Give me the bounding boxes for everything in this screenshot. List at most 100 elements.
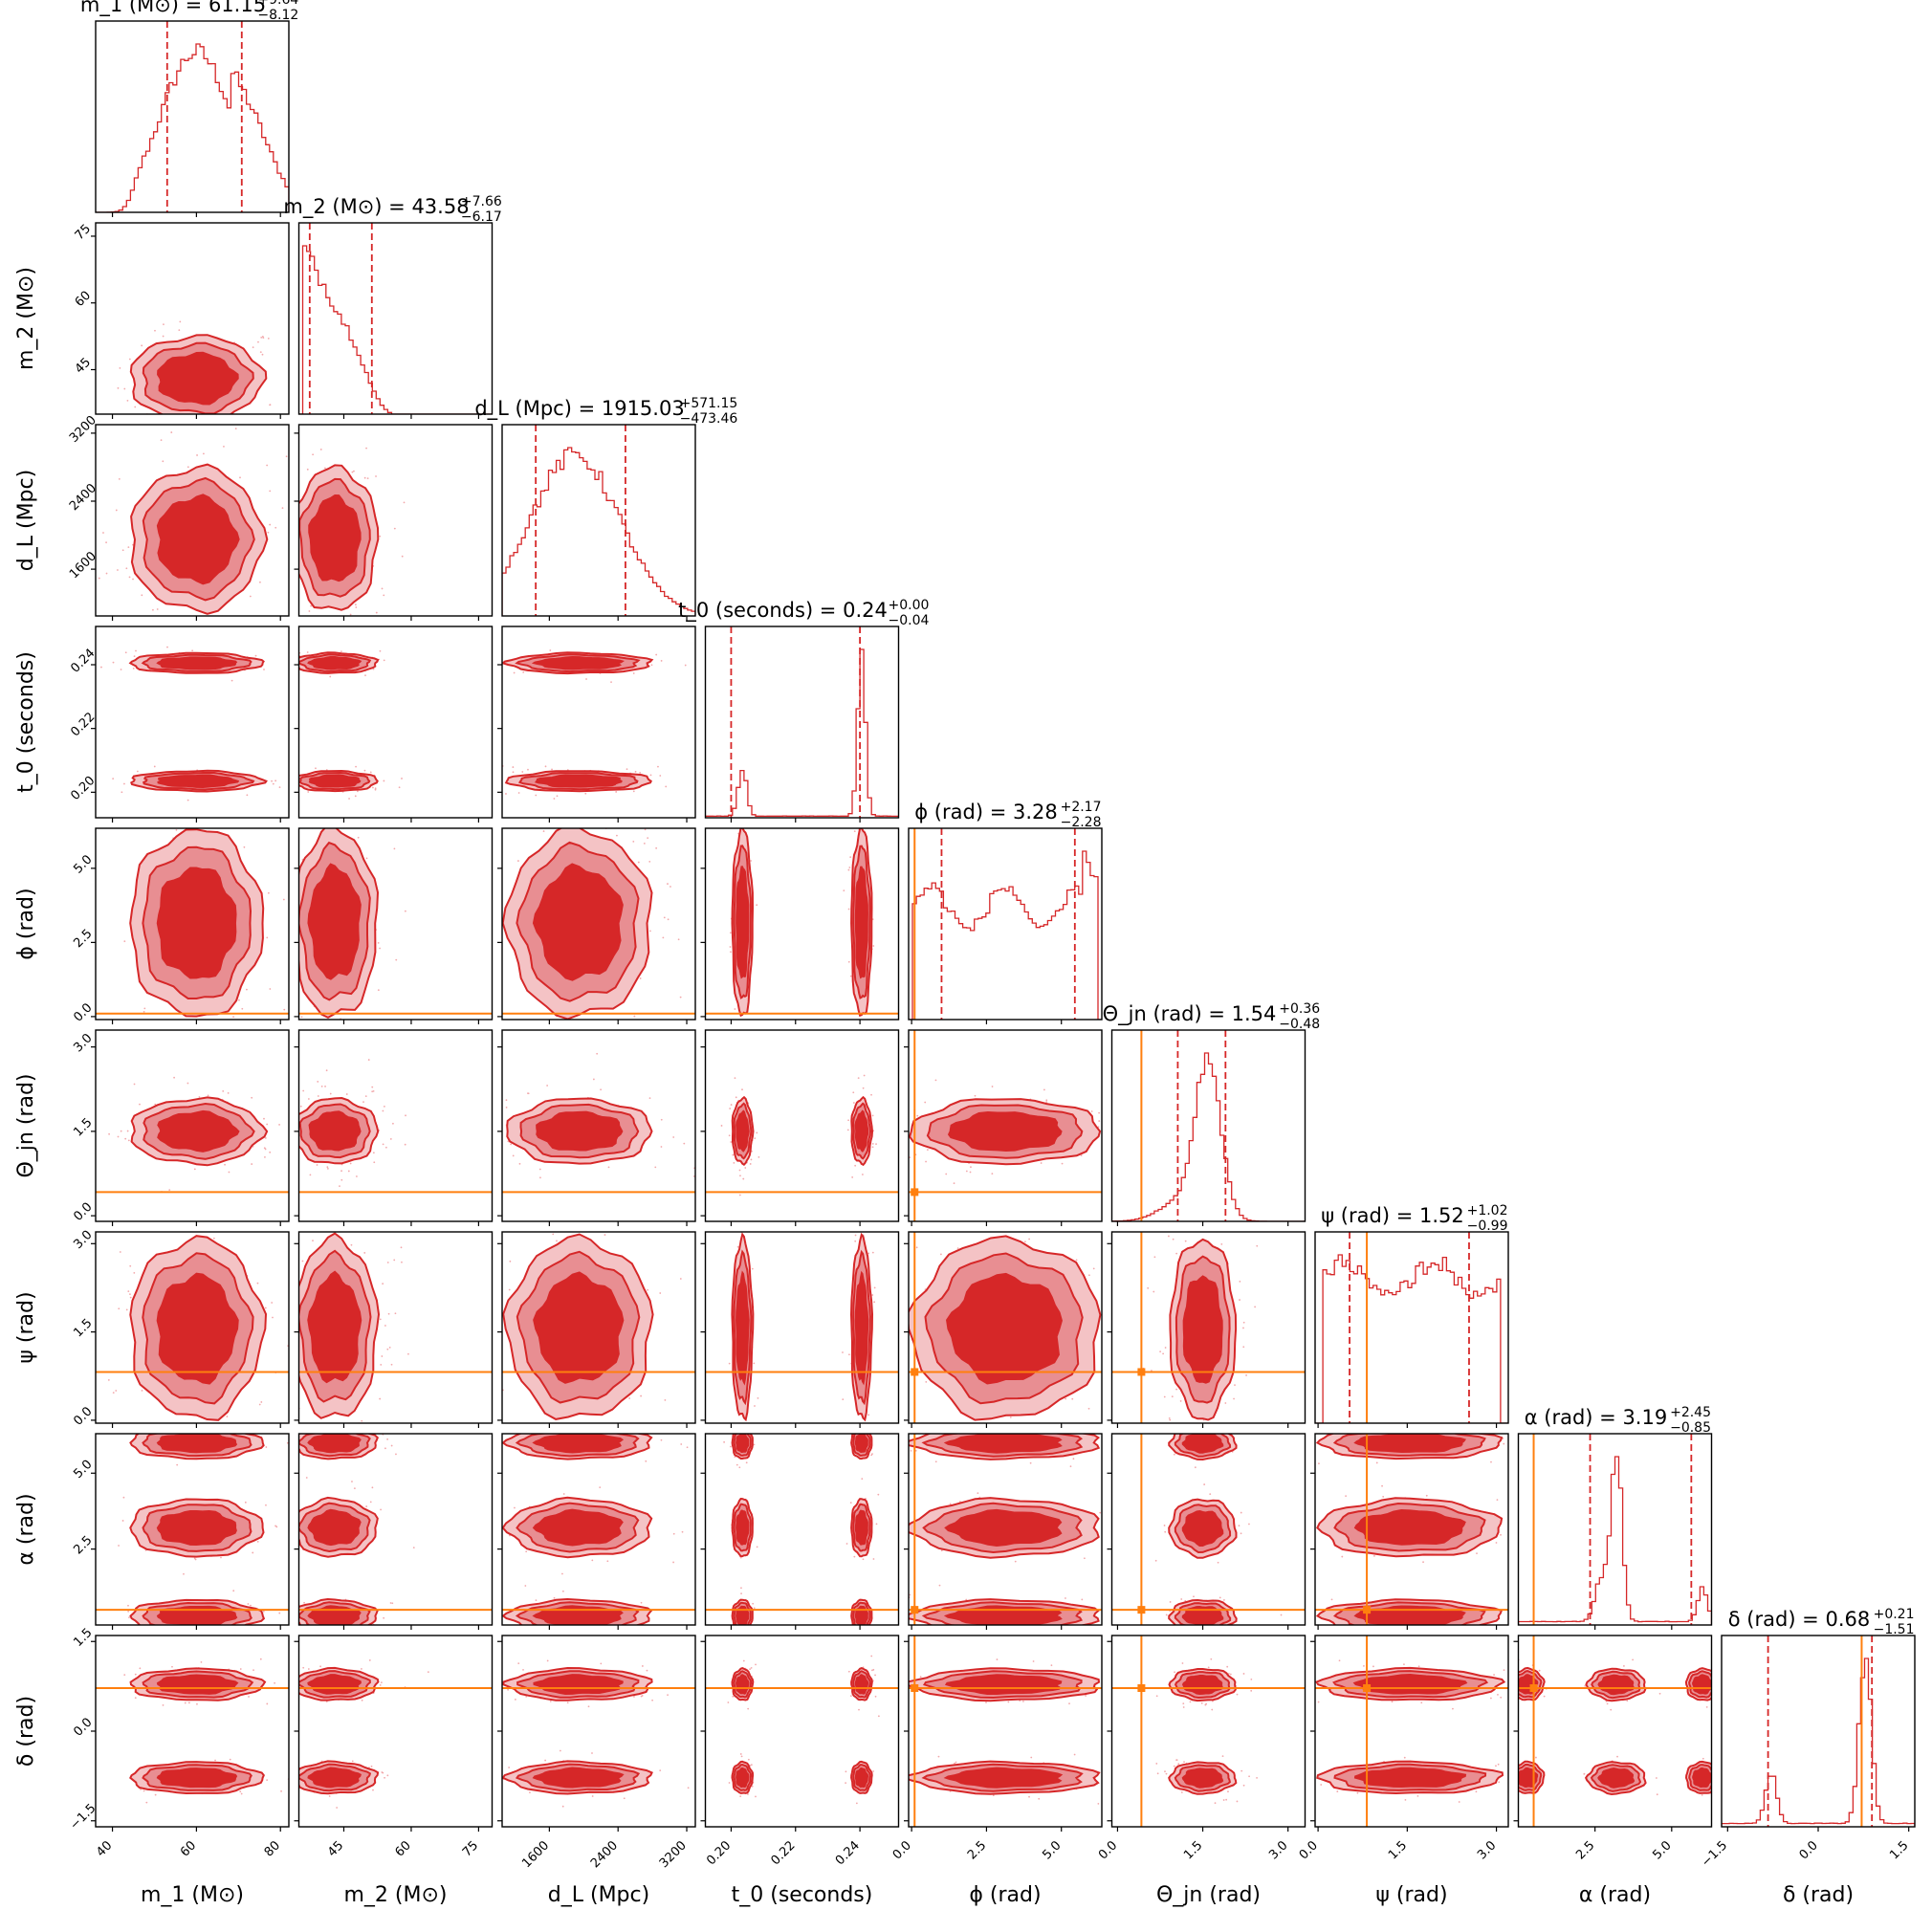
sample-point <box>191 649 194 652</box>
sample-point <box>286 1791 288 1793</box>
sample-point <box>1211 1628 1213 1630</box>
sample-point <box>223 446 225 448</box>
joint-panel-m2-delta: 45 60 75 <box>286 1635 494 1860</box>
sample-point <box>505 793 507 795</box>
sample-point <box>1451 1628 1453 1630</box>
sample-point <box>379 947 381 950</box>
sample-point <box>128 1616 130 1618</box>
x-tick-label: 0.0 <box>890 1838 914 1862</box>
sample-point <box>556 823 558 825</box>
sample-point <box>266 1123 269 1126</box>
sample-point <box>243 845 246 848</box>
sample-point <box>633 1015 636 1018</box>
sample-point <box>196 1702 198 1705</box>
sample-point <box>365 1505 368 1507</box>
sample-point <box>615 791 618 793</box>
sample-point <box>556 1240 558 1242</box>
sample-point <box>1220 1242 1223 1245</box>
sample-point <box>1020 1216 1021 1218</box>
sample-point <box>372 1089 375 1092</box>
sample-point <box>956 1247 959 1249</box>
sample-point <box>231 679 233 682</box>
sample-point <box>267 891 270 894</box>
sample-point <box>482 1134 484 1136</box>
sample-point <box>362 1101 364 1103</box>
sample-point <box>667 918 670 921</box>
sample-point <box>739 1175 741 1177</box>
sample-point <box>172 821 174 823</box>
sample-point <box>349 1162 352 1165</box>
sample-point <box>1180 1598 1183 1600</box>
sample-point <box>267 531 270 534</box>
joint-panel-theta_jn-psi <box>1107 1231 1306 1428</box>
sample-point <box>340 618 342 620</box>
sample-point <box>875 1523 878 1526</box>
sample-point <box>1422 1561 1424 1564</box>
sample-point <box>499 1132 501 1134</box>
sample-point <box>284 1448 286 1450</box>
sample-point <box>112 1392 115 1394</box>
sample-point <box>351 645 353 647</box>
sample-point <box>677 938 680 941</box>
sample-point <box>515 1699 516 1701</box>
contour-level <box>944 1508 1063 1547</box>
x-axis-label-alpha: α (rad) <box>1579 1883 1651 1907</box>
contour-level <box>534 774 623 788</box>
joint-panel-dL-alpha <box>497 1433 696 1630</box>
panel-frame <box>297 222 494 415</box>
sample-point <box>992 1794 995 1797</box>
sample-point <box>1014 1560 1017 1563</box>
sample-point <box>319 1665 321 1668</box>
sample-point <box>476 1777 478 1779</box>
sample-point <box>98 577 100 580</box>
y-tick-label: 0.22 <box>68 710 98 739</box>
panel-frame <box>704 827 900 1021</box>
sample-point <box>391 1602 394 1605</box>
sample-point <box>1513 1688 1515 1690</box>
sample-point <box>1513 1685 1515 1687</box>
sample-point <box>328 1795 331 1797</box>
sample-point <box>365 857 368 860</box>
histogram-delta <box>1722 1658 1915 1827</box>
sample-point <box>375 475 377 477</box>
sample-point <box>115 509 118 512</box>
sample-point <box>1242 1327 1244 1329</box>
sample-point <box>845 1543 848 1545</box>
sample-point <box>1655 1777 1658 1779</box>
sample-point <box>730 951 732 954</box>
sample-point <box>1307 1623 1309 1625</box>
sample-point <box>754 1405 756 1407</box>
title-err-minus: −6.17 <box>461 209 502 225</box>
sample-point <box>266 1702 269 1705</box>
sample-point <box>368 1659 371 1661</box>
sample-point <box>1151 1707 1153 1709</box>
sample-point <box>350 1243 353 1246</box>
sample-point <box>226 1416 229 1417</box>
sample-point <box>561 1590 564 1592</box>
sample-point <box>186 421 187 423</box>
sample-point <box>948 1224 950 1226</box>
sample-point <box>728 1134 731 1137</box>
x-tick-label: 5.0 <box>1650 1838 1674 1862</box>
sample-point <box>585 678 587 680</box>
sample-point <box>383 594 385 597</box>
sample-point <box>384 1325 386 1327</box>
sample-point <box>168 1189 171 1192</box>
sample-point <box>600 1662 603 1665</box>
sample-point <box>561 1572 563 1575</box>
sample-point <box>1500 1696 1503 1699</box>
sample-point <box>559 1040 560 1042</box>
sample-point <box>1172 1238 1175 1240</box>
sample-point <box>108 1132 110 1135</box>
sample-point <box>1554 1614 1556 1616</box>
sample-point <box>591 1795 594 1797</box>
sample-point <box>1509 1784 1511 1786</box>
sample-point <box>380 1681 383 1684</box>
contour-level <box>157 1109 240 1153</box>
sample-point <box>604 1234 606 1236</box>
sample-point <box>573 1033 575 1035</box>
sample-point <box>296 1387 297 1389</box>
sample-point <box>340 1170 342 1173</box>
title-err-plus: +0.21 <box>1874 1607 1915 1622</box>
